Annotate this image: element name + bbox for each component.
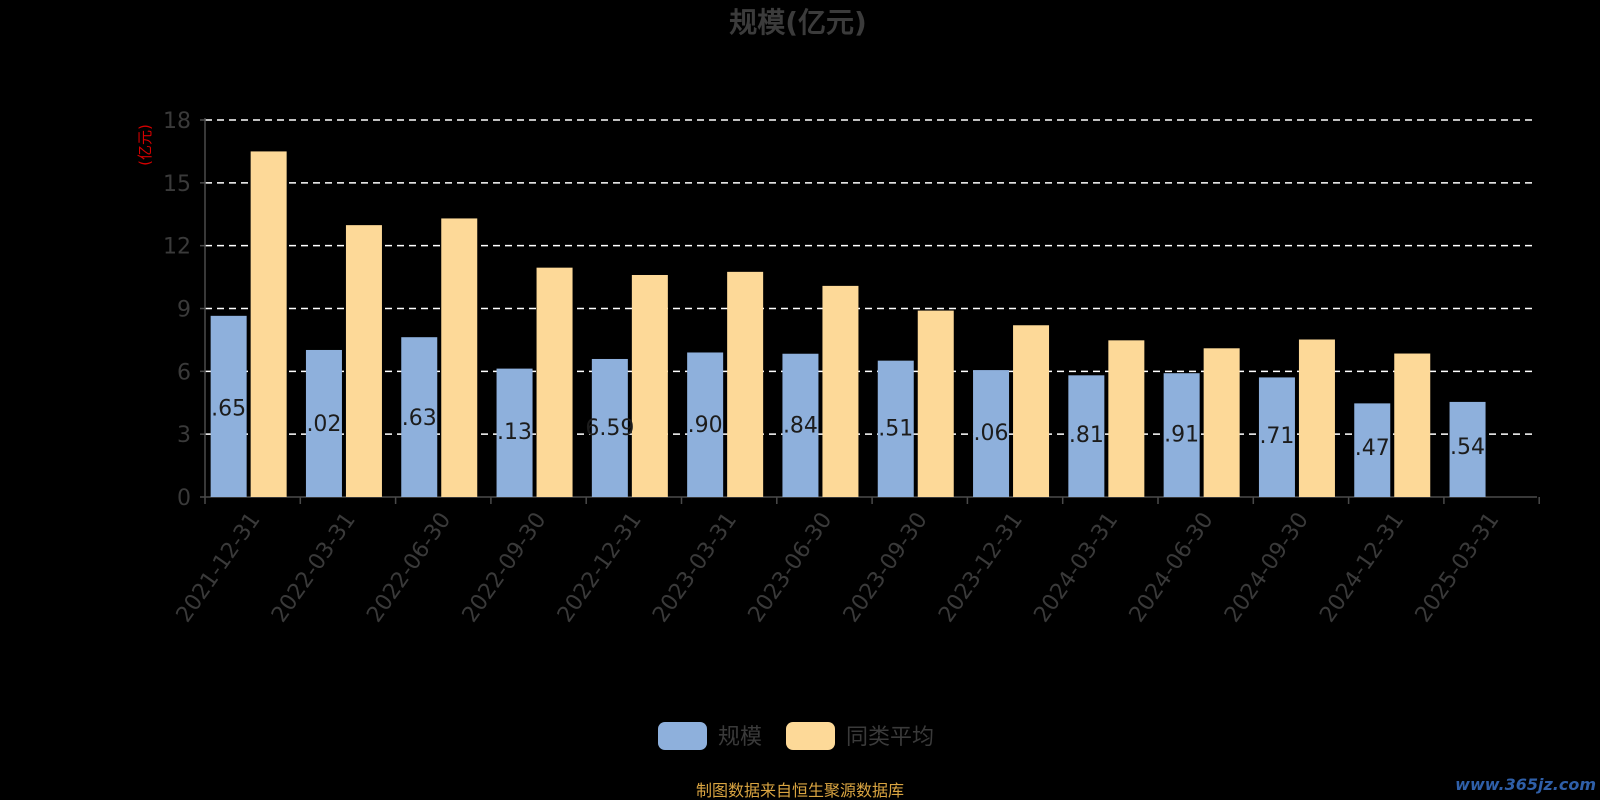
bar-scale[interactable] (877, 360, 914, 497)
bar-category-average[interactable] (1108, 340, 1145, 497)
y-tick-label: 9 (177, 298, 191, 323)
legend-swatch[interactable] (658, 722, 707, 750)
bar-scale-value-label: .63 (402, 406, 437, 431)
legend-label[interactable]: 同类平均 (846, 725, 934, 750)
bar-category-average[interactable] (441, 218, 478, 497)
bar-scale[interactable] (401, 337, 438, 497)
data-source-note: 制图数据来自恒生聚源数据库 (696, 781, 904, 800)
bar-category-average[interactable] (345, 225, 382, 497)
x-tick-label: 2022-03-31 (267, 508, 361, 627)
x-tick-label: 2021-12-31 (172, 508, 266, 627)
bar-scale-value-label: .13 (497, 420, 532, 445)
x-tick-label: 2024-12-31 (1315, 508, 1409, 627)
bar-scale-value-label: .47 (1355, 436, 1390, 461)
y-tick-label: 6 (177, 360, 191, 385)
x-tick-label: 2024-03-31 (1029, 508, 1123, 627)
bar-scale[interactable] (591, 358, 628, 497)
bar-category-average[interactable] (250, 151, 287, 497)
bar-category-average[interactable] (1203, 348, 1240, 497)
x-tick-label: 2022-09-30 (458, 508, 552, 627)
x-tick-label: 2024-06-30 (1125, 508, 1219, 627)
bar-scale[interactable] (1354, 403, 1391, 497)
bar-scale[interactable] (973, 370, 1010, 497)
bar-scale[interactable] (496, 368, 533, 497)
y-tick-label: 18 (163, 109, 191, 134)
x-tick-label: 2023-06-30 (744, 508, 838, 627)
bars (210, 151, 1486, 497)
bar-scale-value-label: .51 (878, 417, 913, 442)
bar-labels: .65 .02 .63 .13 6.59 .90 .84 .51 .06 .81 .91 .71 .47… (211, 396, 1485, 460)
y-tick-label: 0 (177, 486, 191, 511)
y-tick-label: 3 (177, 423, 191, 448)
bar-scale-value-label: .91 (1164, 422, 1199, 447)
bar-scale-value-label: .02 (306, 412, 341, 437)
chart-title: 规模(亿元) (729, 6, 867, 39)
bar-category-average[interactable] (727, 271, 764, 497)
bar-scale-value-label: .90 (688, 413, 723, 438)
bar-scale[interactable] (782, 353, 819, 497)
bar-category-average[interactable] (536, 267, 573, 497)
bar-scale[interactable] (210, 315, 247, 497)
bar-scale[interactable] (1163, 373, 1200, 497)
bar-category-average[interactable] (1013, 325, 1050, 497)
x-tick-label: 2022-06-30 (362, 508, 456, 627)
bar-scale-value-label: .71 (1259, 424, 1294, 449)
x-tick-label: 2023-09-30 (839, 508, 933, 627)
bar-category-average[interactable] (822, 285, 859, 497)
legend-swatch[interactable] (786, 722, 835, 750)
bar-category-average[interactable] (917, 310, 954, 497)
bar-scale[interactable] (1258, 377, 1295, 497)
bar-scale[interactable] (1068, 375, 1105, 497)
bar-category-average[interactable] (631, 274, 668, 497)
bar-scale-value-label: .84 (783, 414, 818, 439)
y-tick-label: 12 (163, 235, 191, 260)
bar-scale-value-label: .06 (974, 421, 1009, 446)
bar-scale[interactable] (1449, 401, 1486, 497)
legend-label[interactable]: 规模 (718, 725, 762, 750)
x-tick-label: 2022-12-31 (553, 508, 647, 627)
x-tick-label: 2024-09-30 (1220, 508, 1314, 627)
bar-scale-value-label: .54 (1450, 435, 1485, 460)
bar-scale-value-label: 6.59 (585, 416, 634, 441)
bar-scale[interactable] (305, 349, 342, 497)
x-tick-label: 2023-12-31 (934, 508, 1028, 627)
bar-category-average[interactable] (1394, 353, 1431, 497)
bar-category-average[interactable] (1298, 339, 1335, 497)
legend[interactable]: 规模 同类平均 (658, 722, 934, 750)
bar-scale-value-label: .81 (1069, 423, 1104, 448)
y-tick-label: 15 (163, 172, 191, 197)
bar-scale-value-label: .65 (211, 396, 246, 421)
bar-scale[interactable] (687, 352, 724, 497)
y-axis-unit-label: (亿元) (136, 124, 154, 166)
watermark: www.365jz.com (1455, 775, 1596, 794)
x-tick-label: 2025-03-31 (1411, 508, 1505, 627)
x-tick-label: 2023-03-31 (648, 508, 742, 627)
